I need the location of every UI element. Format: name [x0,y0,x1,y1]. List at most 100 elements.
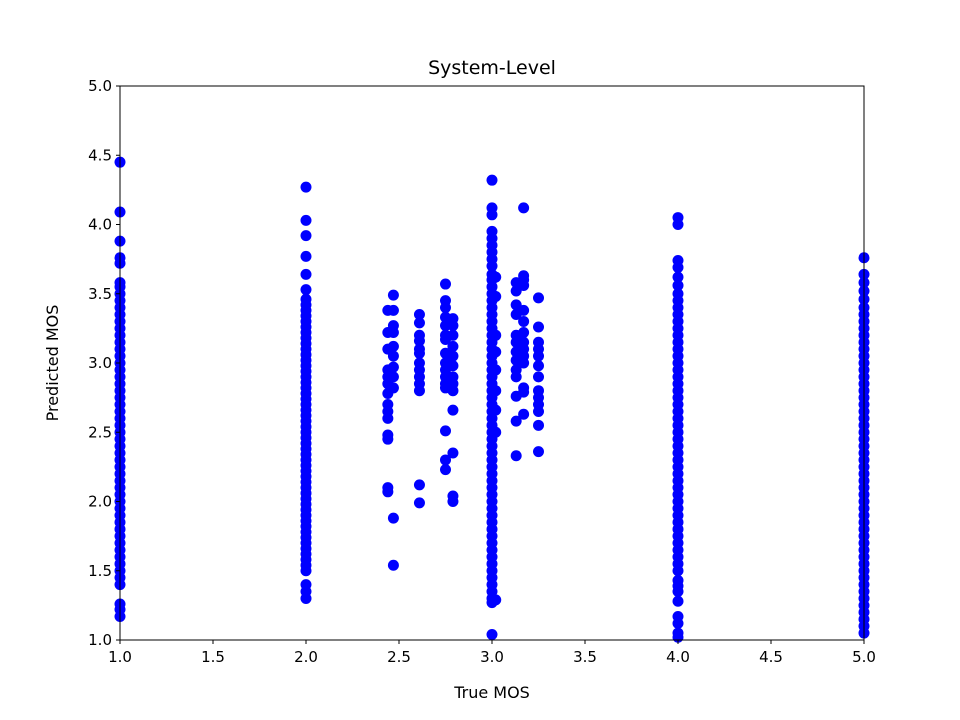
data-point [300,230,312,242]
x-tick-label: 3.0 [480,648,504,666]
data-point [387,304,399,316]
data-point [387,361,399,373]
data-point [518,408,530,420]
data-point [300,268,312,280]
data-point [413,317,425,329]
data-point [447,404,459,416]
data-point [533,321,544,333]
data-point [510,415,522,427]
data-point [387,512,399,524]
x-tick-label: 4.0 [666,648,690,666]
data-point [387,289,399,301]
data-point [672,279,684,291]
data-point [413,335,425,347]
data-point [387,340,399,352]
y-tick-label: 5.0 [88,77,112,95]
data-point [486,260,498,272]
data-point [440,464,451,476]
data-point [533,292,544,304]
data-point [486,174,498,186]
data-point [518,304,530,316]
data-point [387,350,399,362]
x-tick-label: 1.0 [108,648,132,666]
data-point [672,219,684,230]
x-tick-label: 2.5 [387,648,411,666]
y-tick-label: 2.5 [88,423,112,441]
data-point [382,486,394,498]
x-tick-label: 1.5 [201,648,225,666]
data-point [490,594,502,606]
y-tick-label: 1.0 [88,631,112,649]
data-point [518,279,530,291]
x-tick-label: 3.5 [573,648,597,666]
data-point [447,447,459,459]
y-tick-label: 2.0 [88,493,112,511]
data-point [533,419,544,431]
data-point [490,364,502,376]
data-point [413,497,425,509]
data-point [447,496,459,507]
data-point [533,360,544,372]
data-point [440,425,451,437]
data-point [486,628,498,640]
data-point [413,479,425,491]
data-point [300,284,312,296]
x-tick-label: 5.0 [852,648,876,666]
data-point [300,214,312,226]
data-point [490,346,502,358]
data-point [518,386,530,398]
data-point [382,412,394,424]
scatter-points [114,156,870,643]
data-point [490,404,502,416]
data-point [447,329,459,341]
data-point [300,181,312,193]
x-tick-label: 4.5 [759,648,783,666]
data-point [518,202,530,214]
data-point [447,360,459,372]
data-point [533,446,544,458]
data-point [300,250,312,262]
x-axis-label: True MOS [453,683,530,702]
data-point [490,426,502,438]
y-tick-label: 4.5 [88,146,112,164]
data-point [486,209,498,221]
data-point [510,371,522,383]
data-point [490,271,502,283]
data-point [413,385,425,397]
data-point [300,565,312,577]
data-point [447,320,459,332]
data-point [533,371,544,383]
data-point [518,327,530,339]
data-point [518,315,530,327]
data-point [672,617,684,629]
y-tick-label: 4.0 [88,216,112,234]
x-tick-label: 2.0 [294,648,318,666]
data-point [300,592,312,604]
data-point [440,454,451,466]
data-point [447,385,459,397]
data-point [440,278,451,290]
x-axis: 1.0 1.5 2.0 2.5 3.0 3.5 4.0 4.5 5.0 [108,640,876,666]
data-point [447,340,459,352]
data-point [533,350,544,362]
data-point [490,385,502,397]
data-point [387,559,399,571]
data-point [518,357,530,369]
data-point [510,450,522,462]
data-point [447,350,459,362]
data-point [490,291,502,303]
y-tick-label: 3.5 [88,285,112,303]
data-point [490,329,502,341]
chart-title: System-Level [428,57,556,79]
data-point [672,271,684,283]
data-point [387,327,399,339]
y-axis-label: Predicted MOS [43,305,62,422]
data-point [413,309,425,321]
data-point [672,261,684,273]
data-point [672,586,684,598]
data-point [672,595,684,607]
data-point [387,371,399,383]
data-point [533,405,544,417]
